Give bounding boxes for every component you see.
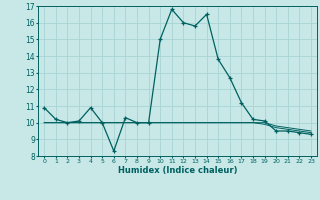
X-axis label: Humidex (Indice chaleur): Humidex (Indice chaleur) [118, 166, 237, 175]
